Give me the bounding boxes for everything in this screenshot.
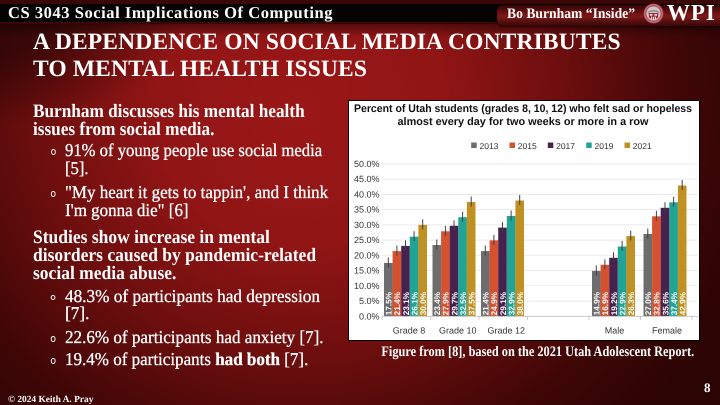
svg-text:35.6%: 35.6% [661, 291, 670, 315]
svg-text:10.0%: 10.0% [354, 281, 380, 291]
svg-text:29.7%: 29.7% [450, 291, 459, 315]
svg-text:38.0%: 38.0% [516, 291, 525, 315]
svg-text:25.0%: 25.0% [354, 235, 380, 245]
svg-text:29.1%: 29.1% [499, 291, 508, 315]
svg-text:17.5%: 17.5% [385, 291, 394, 315]
svg-text:Female: Female [652, 326, 682, 336]
svg-text:30.0%: 30.0% [419, 291, 428, 315]
svg-text:2013: 2013 [480, 141, 499, 151]
svg-text:14.9%: 14.9% [593, 291, 602, 315]
svg-text:27.9%: 27.9% [442, 291, 451, 315]
svg-text:50.0%: 50.0% [354, 159, 380, 169]
svg-text:16.9%: 16.9% [601, 291, 610, 315]
svg-text:19.2%: 19.2% [610, 291, 619, 315]
svg-text:35.0%: 35.0% [354, 205, 380, 215]
svg-text:37.5%: 37.5% [468, 291, 477, 315]
svg-text:22.9%: 22.9% [618, 291, 627, 315]
svg-text:40.0%: 40.0% [354, 189, 380, 199]
svg-text:5.0%: 5.0% [359, 296, 380, 306]
svg-text:21.4%: 21.4% [393, 291, 402, 315]
svg-text:Grade 8: Grade 8 [393, 326, 426, 336]
svg-text:32.5%: 32.5% [459, 291, 468, 315]
svg-text:45.0%: 45.0% [354, 174, 380, 184]
svg-text:Grade 12: Grade 12 [488, 326, 526, 336]
svg-text:2021: 2021 [633, 141, 652, 151]
svg-text:almost every day for two weeks: almost every day for two weeks or more i… [398, 116, 649, 128]
svg-text:Percent of Utah students (grad: Percent of Utah students (grades 8, 10, … [354, 103, 692, 115]
svg-text:32.8%: 32.8% [653, 291, 662, 315]
svg-text:20.0%: 20.0% [354, 250, 380, 260]
svg-text:2017: 2017 [556, 141, 575, 151]
svg-text:15.0%: 15.0% [354, 266, 380, 276]
svg-text:2019: 2019 [595, 141, 614, 151]
svg-text:32.9%: 32.9% [507, 291, 516, 315]
svg-text:23.1%: 23.1% [402, 291, 411, 315]
svg-text:26.3%: 26.3% [627, 291, 636, 315]
svg-text:27.0%: 27.0% [644, 291, 653, 315]
svg-text:Male: Male [605, 326, 625, 336]
svg-text:26.1%: 26.1% [410, 291, 419, 315]
svg-text:37.4%: 37.4% [670, 291, 679, 315]
svg-text:42.9%: 42.9% [679, 291, 688, 315]
svg-text:24.9%: 24.9% [490, 291, 499, 315]
svg-text:0.0%: 0.0% [359, 311, 380, 321]
svg-text:2015: 2015 [518, 141, 537, 151]
svg-text:Grade 10: Grade 10 [439, 326, 477, 336]
svg-text:30.0%: 30.0% [354, 220, 380, 230]
svg-text:23.4%: 23.4% [433, 291, 442, 315]
svg-text:21.4%: 21.4% [482, 291, 491, 315]
